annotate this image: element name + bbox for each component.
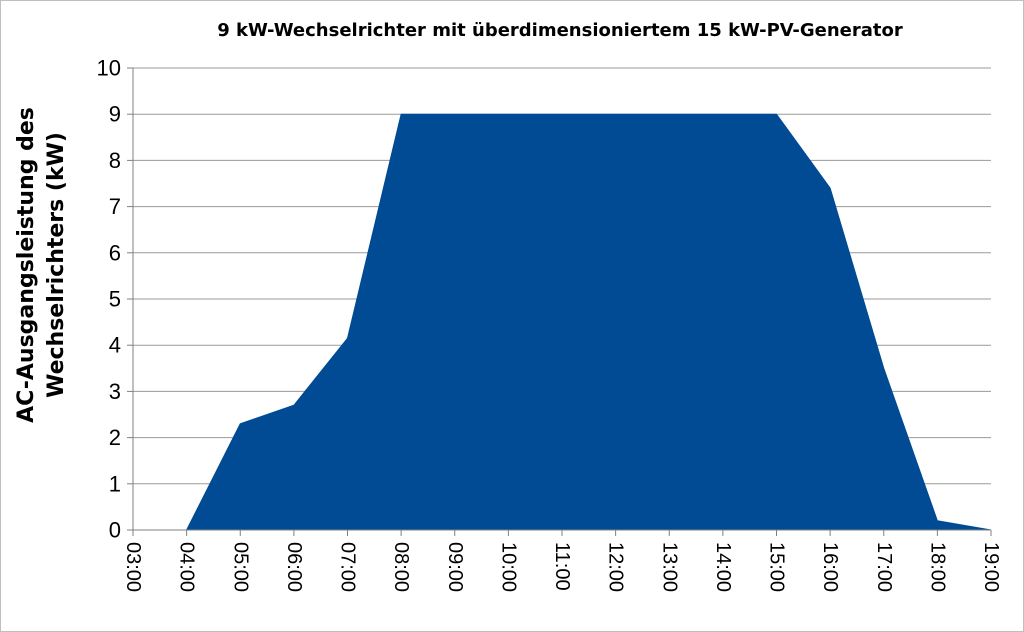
x-tick-labels: 03:00 04:00 05:00 06:00 07:00 08:00 09:00 10:00… <box>122 542 1002 592</box>
chart-title: 9 kW-Wechselrichter mit überdimensionier… <box>217 20 903 41</box>
y-tick-label-3: 3 <box>109 379 121 404</box>
x-tick-label-0600: 06:00 <box>283 542 305 592</box>
x-tick-label-1000: 10:00 <box>497 542 519 592</box>
axis-layer <box>127 67 992 536</box>
y-tick-label-0: 0 <box>109 518 121 543</box>
y-tick-label-2: 2 <box>109 425 121 450</box>
x-tick-label-1300: 13:00 <box>658 542 680 592</box>
x-tick-label-1500: 15:00 <box>766 542 788 592</box>
x-tick-label-1400: 14:00 <box>712 542 734 592</box>
x-tick-label-0900: 09:00 <box>444 542 466 592</box>
y-tick-label-4: 4 <box>109 333 121 358</box>
x-tick-label-0500: 05:00 <box>229 542 251 592</box>
y-tick-label-8: 8 <box>109 148 121 173</box>
x-tick-label-1700: 17:00 <box>873 542 895 592</box>
x-tick-label-1200: 12:00 <box>605 542 627 592</box>
x-tick-label-0300: 03:00 <box>122 542 144 592</box>
y-tick-label-6: 6 <box>109 240 121 265</box>
x-tick-label-0800: 08:00 <box>390 542 412 592</box>
y-tick-label-9: 9 <box>109 102 121 127</box>
x-tick-label-1100: 11:00 <box>551 542 573 591</box>
x-tick-label-1900: 19:00 <box>980 542 1002 592</box>
y-tick-label-1: 1 <box>109 471 121 496</box>
y-tick-label-5: 5 <box>109 287 121 312</box>
y-tick-labels: 0 1 2 3 4 5 6 7 8 9 10 <box>97 56 121 543</box>
area-layer <box>185 113 992 531</box>
area-series-0 <box>185 113 992 531</box>
x-tick-label-0700: 07:00 <box>337 542 359 592</box>
y-tick-label-7: 7 <box>109 194 121 219</box>
x-tick-label-1800: 18:00 <box>926 542 948 592</box>
x-tick-label-1600: 16:00 <box>819 542 841 592</box>
x-tick-label-0400: 04:00 <box>176 542 198 592</box>
y-tick-label-10: 10 <box>97 56 121 81</box>
